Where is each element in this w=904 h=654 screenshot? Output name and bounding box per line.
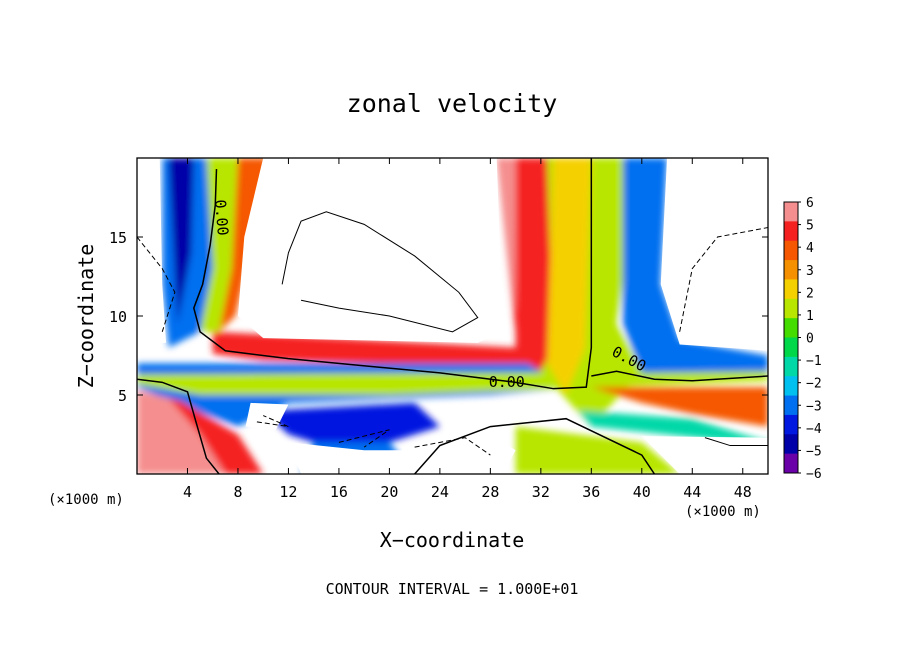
x-axis-label: X−coordinate (380, 528, 525, 552)
band-left-green (200, 158, 238, 332)
x-tick-label: 28 (481, 483, 499, 501)
colorbar-swatch (784, 260, 798, 280)
x-tick-label: 12 (279, 483, 297, 501)
colorbar-label: 1 (806, 309, 814, 324)
band-right-negative (622, 158, 768, 373)
x-tick-label: 44 (683, 483, 701, 501)
band-lower-green (515, 426, 680, 474)
contour-lines (137, 158, 768, 474)
y-tick-label: 5 (118, 387, 127, 405)
x-unit-right: (×1000 m) (685, 504, 761, 520)
colorbar-swatch (784, 221, 798, 242)
colorbar-swatch (784, 414, 798, 435)
colorbar-label: −4 (806, 422, 822, 437)
band-left-core (168, 158, 194, 324)
x-tick-label: 48 (734, 483, 752, 501)
x-tick-label: 32 (532, 483, 550, 501)
band-lower-negative (263, 402, 440, 451)
colorbar-swatch (784, 376, 798, 397)
x-tick-label: 16 (330, 483, 348, 501)
chart-title: zonal velocity (347, 89, 558, 118)
y-tick-label: 10 (109, 308, 127, 326)
colorbar-swatch (784, 356, 798, 377)
colorbar-swatch (784, 453, 798, 474)
band-center-yellow (547, 158, 592, 395)
colorbar-label: −6 (806, 467, 822, 482)
x-tick-label: 24 (431, 483, 449, 501)
contour-zero-right (591, 370, 768, 382)
contour-zero-lower (414, 417, 656, 474)
colorbar: 6 5 4 3 2 1 0 −1 −2 −3 −4 −5 −6 (783, 196, 822, 482)
band-center-edge (496, 158, 516, 316)
colorbar-label: 0 (806, 332, 814, 347)
colorbar-label: −5 (806, 444, 822, 459)
colorbar-label: 3 (806, 264, 814, 279)
colorbar-label: 6 (806, 196, 814, 211)
x-tick-label: 20 (380, 483, 398, 501)
band-right-cyan (578, 410, 768, 446)
x-tick-label: 8 (233, 483, 242, 501)
colorbar-label: −1 (806, 354, 822, 369)
contour-upper-closed (281, 211, 479, 333)
contour-lower-right (704, 437, 768, 447)
colorbar-label: −3 (806, 399, 822, 414)
contour-dashed-left (137, 236, 176, 332)
x-tick-label: 4 (183, 483, 192, 501)
colorbar-swatch (784, 202, 798, 222)
band-right-positive (591, 387, 768, 427)
contour-label: 0.00 (211, 199, 232, 237)
x-unit-left: (×1000 m) (48, 492, 124, 508)
colorbar-label: 5 (806, 219, 814, 234)
contour-dashed-small-3 (414, 437, 491, 456)
contour-zero-left (137, 378, 220, 474)
contour-dashed-right (679, 227, 768, 332)
colorbar-swatch (784, 240, 798, 261)
contour-dashed-small-2 (338, 429, 390, 448)
y-tick-label: 15 (109, 229, 127, 247)
velocity-field (137, 158, 768, 474)
band-lowleft-core (137, 390, 226, 474)
contour-label: 0.00 (489, 373, 525, 391)
contour-interval-note: CONTOUR INTERVAL = 1.000E+01 (326, 580, 579, 598)
colorbar-swatch (784, 434, 798, 455)
y-axis-label: Z−coordinate (74, 244, 98, 389)
colorbar-label: 4 (806, 241, 814, 256)
colorbar-swatch (784, 337, 798, 358)
x-tick-label: 36 (582, 483, 600, 501)
colorbar-label: 2 (806, 286, 814, 301)
x-tick-label: 40 (633, 483, 651, 501)
colorbar-swatch (784, 318, 798, 338)
y-axis: 5 10 15 (109, 229, 768, 405)
colorbar-swatch (784, 298, 798, 319)
colorbar-swatch (784, 279, 798, 300)
contour-dashed-small-1 (256, 415, 289, 428)
contour-zero-upper (193, 158, 593, 390)
colorbar-swatch (784, 395, 798, 416)
x-axis: 4 8 12 16 20 24 28 32 36 40 44 48 (183, 158, 752, 501)
colorbar-label: −2 (806, 377, 822, 392)
